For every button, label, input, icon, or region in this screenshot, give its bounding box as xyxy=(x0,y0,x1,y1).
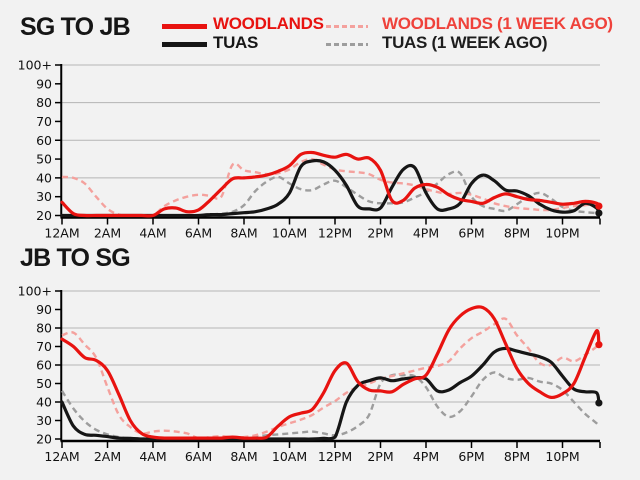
woodlands-line-swatch-icon xyxy=(162,23,207,29)
jb-to-sg-x-tick-label-10PM: 10PM xyxy=(545,449,579,464)
jb-to-sg-x-tick-label-10AM: 10AM xyxy=(272,449,307,464)
sg-to-jb-woodlands-line xyxy=(60,150,601,218)
sg-to-jb-x-tick-label-2PM: 2PM xyxy=(367,226,393,241)
chart-jb-to-sg: 20 30 40 50 60 70 80 90 100+ 12AM 2AM 4AM 6AM 8AM 10AM… xyxy=(18,284,603,464)
sg-to-jb-woodlands-end-dot xyxy=(595,202,603,210)
sg-to-jb-y-tick-label-60: 60 xyxy=(36,133,52,148)
tuas-line-swatch-icon xyxy=(162,42,207,47)
chart-title-sg-to-jb: SG TO JB xyxy=(20,13,131,41)
sg-to-jb-x-tick-label-6PM: 6PM xyxy=(458,226,484,241)
legend-label-tuas: TUAS xyxy=(213,32,259,52)
jb-to-sg-x-tick-label-4PM: 4PM xyxy=(413,449,439,464)
sg-to-jb-x-tick-label-2AM: 2AM xyxy=(94,226,121,241)
sg-to-jb-x-tick-label-6AM: 6AM xyxy=(185,226,212,241)
sg-to-jb-x-tick-label-4PM: 4PM xyxy=(413,226,439,241)
sg-to-jb-x-tick-label-12PM: 12PM xyxy=(318,226,352,241)
jb-to-sg-tuas-line xyxy=(60,346,601,441)
jb-to-sg-x-tick-label-2AM: 2AM xyxy=(94,449,121,464)
sg-to-jb-y-tick-label-100+: 100+ xyxy=(18,58,52,73)
legend-label-woodlands: WOODLANDS xyxy=(213,14,324,33)
jb-to-sg-x-tick-label-12AM: 12AM xyxy=(44,449,79,464)
sg-to-jb-y-tick-label-70: 70 xyxy=(36,114,52,129)
chart-title-jb-to-sg: JB TO SG xyxy=(20,244,131,272)
jb-to-sg-tuas-end-dot xyxy=(595,399,603,407)
sg-to-jb-x-tick-label-8PM: 8PM xyxy=(504,226,530,241)
sg-to-jb-x-tick-label-10AM: 10AM xyxy=(272,226,307,241)
woodlands-week-ago-dashed-swatch-icon xyxy=(326,24,368,28)
jb-to-sg-y-tick-label-40: 40 xyxy=(36,395,52,410)
jb-to-sg-y-tick-label-100+: 100+ xyxy=(18,284,52,299)
tuas-week-ago-dashed-swatch-icon xyxy=(326,43,368,46)
sg-to-jb-x-tick-label-4AM: 4AM xyxy=(139,226,166,241)
sg-to-jb-y-tick-label-20: 20 xyxy=(36,208,52,223)
jb-to-sg-y-tick-label-20: 20 xyxy=(36,432,52,447)
sg-to-jb-y-tick-label-90: 90 xyxy=(36,76,52,91)
jb-to-sg-y-tick-label-80: 80 xyxy=(36,321,52,336)
jb-to-sg-x-tick-label-8PM: 8PM xyxy=(504,449,530,464)
sg-to-jb-y-tick-label-80: 80 xyxy=(36,95,52,110)
sg-to-jb-x-tick-label-10PM: 10PM xyxy=(545,226,579,241)
sg-to-jb-y-tick-label-50: 50 xyxy=(36,152,52,167)
jb-to-sg-y-tick-label-60: 60 xyxy=(36,358,52,373)
jb-to-sg-x-tick-label-4AM: 4AM xyxy=(139,449,166,464)
sg-to-jb-y-tick-label-30: 30 xyxy=(36,189,52,204)
jb-to-sg-y-tick-label-30: 30 xyxy=(36,413,52,428)
jb-to-sg-x-tick-label-6AM: 6AM xyxy=(185,449,212,464)
sg-to-jb-tuas-end-dot xyxy=(595,209,603,217)
jb-to-sg-woodlands-end-dot xyxy=(595,341,603,349)
jb-to-sg-x-tick-label-8AM: 8AM xyxy=(230,449,257,464)
jb-to-sg-woodlands-line xyxy=(60,305,601,440)
sg-to-jb-x-tick-label-12AM: 12AM xyxy=(44,226,79,241)
sg-to-jb-y-tick-label-40: 40 xyxy=(36,170,52,185)
sg-to-jb-x-tick-label-8AM: 8AM xyxy=(230,226,257,241)
jb-to-sg-x-tick-label-6PM: 6PM xyxy=(458,449,484,464)
legend-label-tuas-week-ago: TUAS (1 WEEK AGO) xyxy=(382,32,548,52)
jb-to-sg-woodlands-week-ago-line xyxy=(61,317,601,440)
chart-sg-to-jb: 20 30 40 50 60 70 80 90 100+ 12AM 2AM 4AM 6AM 8AM 10AM… xyxy=(18,58,603,241)
jb-to-sg-y-tick-label-50: 50 xyxy=(36,376,52,391)
legend-label-woodlands-week-ago: WOODLANDS (1 WEEK AGO) xyxy=(382,14,613,33)
jb-to-sg-x-tick-label-2PM: 2PM xyxy=(367,449,393,464)
jb-to-sg-y-tick-label-70: 70 xyxy=(36,339,52,354)
jb-to-sg-x-tick-label-12PM: 12PM xyxy=(318,449,352,464)
jb-to-sg-y-tick-label-90: 90 xyxy=(36,302,52,317)
